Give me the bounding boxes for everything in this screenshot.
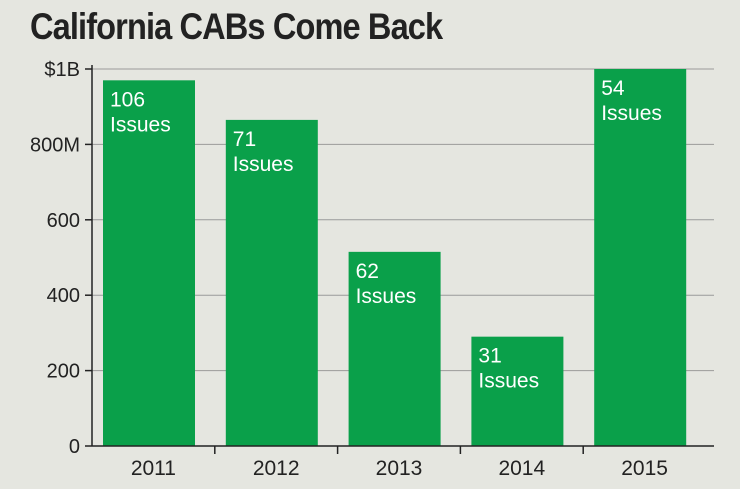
y-tick-label-1000: $1B xyxy=(44,59,80,81)
x-tick-label-2013: 2013 xyxy=(376,457,423,480)
x-axis-ticks: 2011 2012 2013 2014 2015 xyxy=(131,446,668,480)
x-tick-label-2011: 2011 xyxy=(131,457,176,480)
bar-2011 xyxy=(103,80,195,446)
y-tick-label-0: 0 xyxy=(69,436,80,458)
bar-label-2011-line1: 106 xyxy=(110,88,145,111)
bar-2014 xyxy=(471,336,564,446)
bar-label-2011-line2: Issues xyxy=(110,113,171,136)
bar-label-2013-line2: Issues xyxy=(356,285,417,308)
bar-label-2014-line2: Issues xyxy=(478,370,539,393)
x-tick-label-2015: 2015 xyxy=(621,457,668,480)
axes xyxy=(91,65,714,447)
bar-label-2012-line2: Issues xyxy=(233,153,294,176)
y-tick-label-400: 400 xyxy=(47,285,80,307)
y-tick-label-600: 600 xyxy=(47,210,80,232)
y-tick-label-800: 800M xyxy=(30,134,80,156)
x-tick-label-2014: 2014 xyxy=(498,457,545,480)
bar-2015 xyxy=(594,69,687,446)
bar-label-2015-line1: 54 xyxy=(601,77,625,100)
chart-title: California CABs Come Back xyxy=(30,6,443,47)
bar-labels: 106Issues71Issues62Issues31Issues54Issue… xyxy=(110,77,662,393)
bar-label-2012-line1: 71 xyxy=(233,128,256,151)
y-axis-ticks: 0 200 400 600 800M $1B xyxy=(30,59,92,458)
bar-label-2015-line2: Issues xyxy=(601,102,662,125)
bar-2013 xyxy=(348,251,441,446)
bar-label-2013-line1: 62 xyxy=(356,260,379,283)
bar-label-2014-line1: 31 xyxy=(478,345,501,368)
x-tick-label-2012: 2012 xyxy=(253,457,300,480)
bar-2012 xyxy=(225,119,318,447)
y-tick-label-200: 200 xyxy=(47,361,80,383)
bars xyxy=(103,69,687,447)
